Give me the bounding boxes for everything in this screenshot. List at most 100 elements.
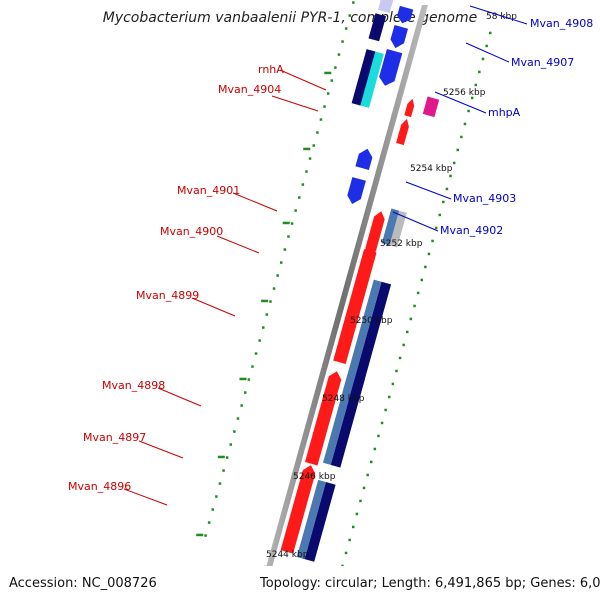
leader-line xyxy=(123,488,168,506)
scale-dot xyxy=(449,174,452,178)
Mvan_4896-gene-shape xyxy=(280,465,316,554)
scale-dot xyxy=(262,326,265,329)
gene-label-reverse: Mvan_4908 xyxy=(530,17,593,30)
scale-dot xyxy=(402,343,405,347)
gene-label-forward: Mvan_4896 xyxy=(68,480,131,493)
scale-dot xyxy=(316,131,319,134)
scale-dot xyxy=(460,135,463,139)
scale-dot xyxy=(294,209,297,212)
leader-line xyxy=(232,192,278,212)
scale-dot xyxy=(265,313,269,316)
feature-layer xyxy=(254,0,440,600)
scale-dot xyxy=(442,200,445,204)
gene-label-forward: Mvan_4897 xyxy=(83,431,146,444)
scale-dot xyxy=(348,14,351,17)
gene-label-forward: Mvan_4899 xyxy=(136,289,199,302)
leader-line xyxy=(392,211,439,232)
gene-label-forward: Mvan_4900 xyxy=(160,225,223,238)
scale-dot xyxy=(341,564,344,568)
scale-dot xyxy=(247,378,251,381)
cds-steel-block xyxy=(296,479,326,560)
scale-dot xyxy=(244,391,247,394)
scale-dot xyxy=(308,157,312,160)
scale-dot xyxy=(352,1,355,4)
scale-dot xyxy=(344,551,348,555)
scale-dot xyxy=(445,187,449,191)
scale-dot xyxy=(344,27,348,30)
scale-dot xyxy=(377,434,380,438)
scale-dot xyxy=(456,148,459,152)
leader-line xyxy=(271,95,319,112)
scale-dot xyxy=(337,53,341,56)
scale-dot xyxy=(413,304,416,308)
Mvan_4900-gene-shape xyxy=(355,257,372,288)
scale-dot xyxy=(395,369,398,373)
mhpA-navy-block xyxy=(351,49,376,106)
Mvan_4903-gene-shape xyxy=(355,148,373,170)
scale-dot xyxy=(384,408,387,412)
Mvan_4908-navy-block xyxy=(368,13,387,42)
scale-dot xyxy=(218,482,222,485)
scale-dot xyxy=(341,40,344,43)
footer-band xyxy=(0,566,600,600)
scale-dot xyxy=(406,330,409,334)
scale-dot xyxy=(290,222,294,225)
scale-dot xyxy=(359,499,362,503)
scale-dot xyxy=(301,183,305,186)
scale-dot xyxy=(236,417,240,420)
scale-dot xyxy=(370,460,373,464)
scale-dot xyxy=(207,521,211,524)
scale-dot xyxy=(334,66,337,69)
scale-dot xyxy=(215,495,218,498)
Mvan_4901-gene-shape xyxy=(365,211,385,252)
Mvan_4904-gene-shape xyxy=(396,118,409,146)
Mvan_4907-gene-shape xyxy=(379,49,403,86)
cds-steel-block xyxy=(342,279,382,396)
scale-dot xyxy=(463,122,467,126)
kbp-tick-label: 5244 kbp xyxy=(266,550,309,560)
leader-line xyxy=(434,91,487,114)
scale-dot xyxy=(258,339,261,342)
scale-dot xyxy=(287,235,290,238)
accession-text: Accession: NC_008726 xyxy=(9,576,157,591)
cds-navy-block xyxy=(330,376,365,468)
gene-label-reverse: mhpA xyxy=(488,106,521,119)
Mvan_4898-gene-shape xyxy=(305,371,342,466)
scale-dot xyxy=(276,274,279,277)
faint-block xyxy=(378,0,394,13)
scale-dot xyxy=(380,421,384,425)
tail-gene-shape xyxy=(397,5,414,24)
leader-line xyxy=(216,235,260,254)
scale-dot xyxy=(283,248,287,251)
gene-label-forward: rnhA xyxy=(258,63,284,76)
mhpA-cyan-block xyxy=(358,51,384,108)
scale-dot xyxy=(312,144,315,147)
scale-dot xyxy=(373,447,377,451)
leader-line xyxy=(191,297,236,317)
scale-dot xyxy=(330,79,333,82)
tick-layer: 5244 kbp 5246 kbp 5248 kbp 5250 kbp 5252 kbp… xyxy=(196,1,517,581)
kbp-tick-label: 5250 kbp xyxy=(350,316,393,326)
leader-line xyxy=(279,69,327,91)
cds-navy-block xyxy=(304,482,336,562)
scale-dot xyxy=(222,469,225,472)
scale-dot xyxy=(474,83,477,87)
scale-dot xyxy=(478,70,481,74)
scale-dot xyxy=(416,291,420,295)
scale-dot xyxy=(204,534,207,537)
scale-dot xyxy=(225,456,229,459)
scale-dot xyxy=(269,300,272,303)
leader-line xyxy=(405,181,452,200)
rnhA-magenta-block xyxy=(422,96,440,118)
scale-dot xyxy=(355,512,359,516)
gene-label-forward: Mvan_4898 xyxy=(102,379,165,392)
scale-dot xyxy=(424,265,427,269)
pseudo-steel-block xyxy=(381,208,400,246)
scale-dot xyxy=(233,430,236,433)
gene-label-reverse: Mvan_4903 xyxy=(453,192,516,205)
rnhA-arrow-shape xyxy=(404,98,415,118)
Mvan_4902-gene-shape xyxy=(347,177,366,204)
kbp-tick-label: 5254 kbp xyxy=(410,164,453,174)
